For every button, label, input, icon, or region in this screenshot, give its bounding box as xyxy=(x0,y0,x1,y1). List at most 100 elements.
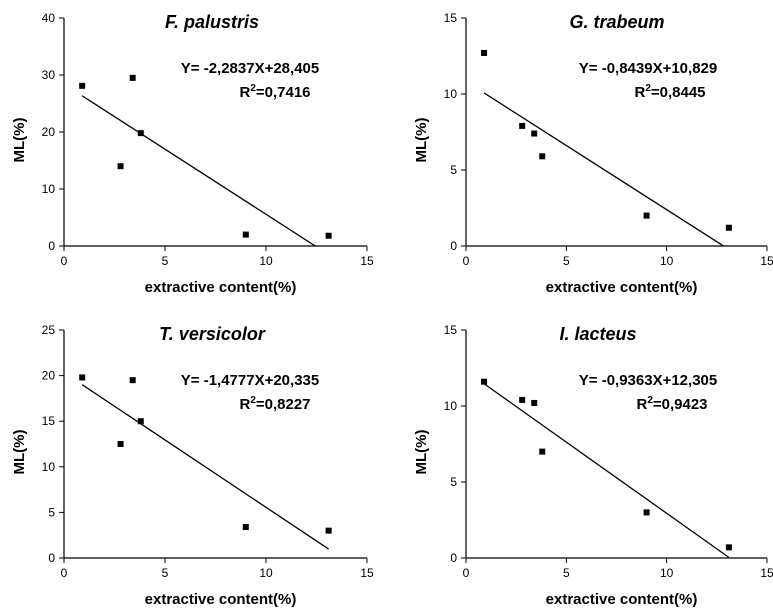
regression-line xyxy=(483,383,730,558)
chart-panel-1: 0 5 10 15 0 10 20 30 40 extractive content(%) ML(%… xyxy=(11,11,374,296)
x-tick-label: 15 xyxy=(360,254,374,268)
data-point xyxy=(137,130,144,137)
data-point xyxy=(531,130,538,137)
x-tick-label: 15 xyxy=(360,566,374,580)
data-point xyxy=(643,509,650,516)
y-tick-label: 40 xyxy=(42,11,56,25)
data-point xyxy=(325,232,332,239)
data-point xyxy=(539,153,546,160)
y-axis-title: ML(%) xyxy=(413,118,430,163)
panel-title: I. lacteus xyxy=(559,324,636,344)
x-tick-label: 0 xyxy=(463,566,470,580)
y-tick-label: 25 xyxy=(42,323,56,337)
r-squared-label: R2=0,9423 xyxy=(636,395,707,413)
data-point xyxy=(539,448,546,455)
data-point xyxy=(531,399,538,406)
r-squared-value: =0,8445 xyxy=(651,84,706,101)
y-tick-label: 0 xyxy=(48,239,55,253)
x-tick-label: 5 xyxy=(162,566,169,580)
regression-line xyxy=(81,384,329,550)
y-tick-label: 5 xyxy=(450,475,457,489)
x-tick-label: 10 xyxy=(660,254,674,268)
y-tick-label: 30 xyxy=(42,68,56,82)
panel-title: F. palustris xyxy=(165,12,259,32)
data-point xyxy=(129,74,136,81)
regression-equation: Y= -1,4777X+20,335 xyxy=(181,372,319,389)
y-tick-label: 20 xyxy=(42,369,56,383)
x-tick-label: 10 xyxy=(259,566,273,580)
x-tick-label: 5 xyxy=(563,254,570,268)
r-squared-superscript: 2 xyxy=(250,395,256,406)
chart-panel-4: 0 5 10 15 0 5 10 15 extractive content(%) ML(%) I.… xyxy=(413,323,773,608)
data-point xyxy=(481,49,488,56)
chart-panel-3: 0 5 10 15 0 5 10 15 20 25 extractive content(%) ML(… xyxy=(11,323,374,608)
x-axis-title: extractive content(%) xyxy=(145,279,297,296)
x-tick-label: 0 xyxy=(463,254,470,268)
r-squared-symbol: R xyxy=(636,396,647,413)
y-tick-label: 10 xyxy=(444,399,458,413)
x-tick-label: 15 xyxy=(760,254,773,268)
y-tick-label: 0 xyxy=(450,239,457,253)
x-tick-label: 5 xyxy=(162,254,169,268)
data-point xyxy=(325,527,332,534)
data-point xyxy=(725,224,732,231)
y-tick-label: 5 xyxy=(48,505,55,519)
regression-equation: Y= -2,2837X+28,405 xyxy=(181,60,319,77)
y-tick-label: 10 xyxy=(42,182,56,196)
y-tick-label: 15 xyxy=(42,414,56,428)
r-squared-label: R2=0,7416 xyxy=(239,83,310,101)
data-point xyxy=(79,374,86,381)
x-axis-title: extractive content(%) xyxy=(546,279,698,296)
data-point xyxy=(79,82,86,89)
y-tick-label: 20 xyxy=(42,125,56,139)
r-squared-superscript: 2 xyxy=(647,395,653,406)
r-squared-symbol: R xyxy=(634,84,645,101)
r-squared-label: R2=0,8445 xyxy=(634,83,705,101)
data-point xyxy=(129,377,136,384)
regression-line xyxy=(81,95,316,247)
panel-title: G. trabeum xyxy=(569,12,664,32)
data-point xyxy=(137,418,144,425)
x-axis-title: extractive content(%) xyxy=(546,591,698,608)
regression-equation: Y= -0,9363X+12,305 xyxy=(579,372,717,389)
y-tick-label: 10 xyxy=(444,87,458,101)
x-tick-label: 15 xyxy=(760,566,773,580)
r-squared-value: =0,8227 xyxy=(256,396,311,413)
data-point xyxy=(643,212,650,219)
data-point xyxy=(242,231,249,238)
x-tick-label: 0 xyxy=(61,254,68,268)
data-point xyxy=(117,163,124,170)
chart-panel-2: 0 5 10 15 0 5 10 15 extractive content(%) ML(%) G.… xyxy=(413,11,773,296)
y-tick-label: 10 xyxy=(42,460,56,474)
y-axis-title: ML(%) xyxy=(413,430,430,475)
r-squared-value: =0,9423 xyxy=(653,396,708,413)
data-point xyxy=(725,544,732,551)
y-tick-label: 5 xyxy=(450,163,457,177)
y-axis-title: ML(%) xyxy=(11,430,28,475)
y-tick-label: 15 xyxy=(444,323,458,337)
x-tick-label: 10 xyxy=(660,566,674,580)
x-tick-label: 0 xyxy=(61,566,68,580)
y-axis-title: ML(%) xyxy=(11,118,28,163)
r-squared-label: R2=0,8227 xyxy=(239,395,310,413)
data-point xyxy=(519,396,526,403)
r-squared-symbol: R xyxy=(239,84,250,101)
regression-line xyxy=(483,92,724,247)
data-point xyxy=(117,441,124,447)
x-tick-label: 5 xyxy=(563,566,570,580)
regression-equation: Y= -0,8439X+10,829 xyxy=(579,60,717,77)
r-squared-superscript: 2 xyxy=(645,83,651,94)
y-tick-label: 15 xyxy=(444,11,458,25)
panel-title: T. versicolor xyxy=(159,324,266,344)
data-point xyxy=(242,523,249,530)
x-tick-label: 10 xyxy=(259,254,273,268)
data-point xyxy=(481,378,488,385)
x-axis-title: extractive content(%) xyxy=(145,591,297,608)
y-tick-label: 0 xyxy=(450,551,457,565)
r-squared-value: =0,7416 xyxy=(256,84,311,101)
r-squared-symbol: R xyxy=(239,396,250,413)
r-squared-superscript: 2 xyxy=(250,83,256,94)
data-point xyxy=(519,122,526,129)
y-tick-label: 0 xyxy=(48,551,55,565)
